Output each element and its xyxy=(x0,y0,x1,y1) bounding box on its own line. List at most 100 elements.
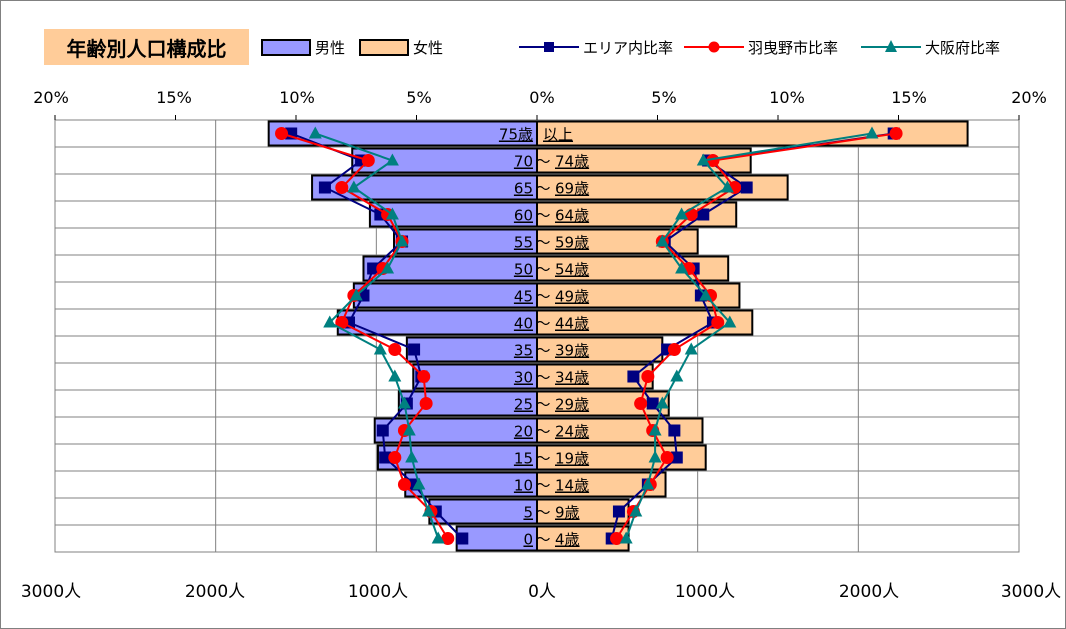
marker-triangle xyxy=(720,180,734,193)
bottom-tick-label: 3000人 xyxy=(1000,582,1062,602)
marker-triangle xyxy=(405,450,419,463)
marker-square xyxy=(697,208,710,221)
marker-triangle xyxy=(723,315,737,328)
legend-area: エリア内比率 xyxy=(519,33,673,61)
marker-triangle xyxy=(431,531,445,544)
marker-triangle xyxy=(648,423,662,436)
age-label-left: 70 xyxy=(514,153,533,171)
age-label-left: 50 xyxy=(514,261,533,279)
age-label-tilde: ～ xyxy=(535,396,550,414)
age-label-tilde: ～ xyxy=(535,450,550,468)
marker-circle xyxy=(441,532,455,545)
bottom-tick-label: 1000人 xyxy=(347,582,409,602)
marker-triangle xyxy=(675,207,689,220)
marker-square xyxy=(456,532,469,545)
top-tick-label: 5% xyxy=(651,88,677,107)
age-label-tilde: ～ xyxy=(535,288,550,306)
marker-triangle xyxy=(385,207,399,220)
bottom-tick-label: 3000人 xyxy=(20,582,82,602)
legend-female-label: 女性 xyxy=(413,38,444,57)
marker-circle xyxy=(660,451,674,464)
marker-circle xyxy=(417,370,431,383)
age-label-tilde: ～ xyxy=(535,153,550,171)
age-label-left: 25 xyxy=(514,396,533,414)
marker-circle xyxy=(610,532,624,545)
marker-circle xyxy=(335,316,349,329)
marker-triangle xyxy=(422,504,436,517)
female-bar xyxy=(536,120,969,147)
legend-female: 女性 xyxy=(359,33,443,61)
female-bar xyxy=(536,336,664,363)
marker-triangle xyxy=(670,369,684,382)
age-label-tilde: ～ xyxy=(535,477,550,495)
male-bar xyxy=(455,525,538,552)
top-tick-label: 5% xyxy=(406,88,432,107)
female-bar xyxy=(536,147,752,174)
marker-circle xyxy=(388,451,402,464)
series-line xyxy=(281,132,449,540)
age-label-right: 24歳 xyxy=(555,423,589,441)
top-tick-label: 10% xyxy=(279,88,315,107)
age-label-left: 20 xyxy=(514,423,533,441)
legend-city-line xyxy=(684,41,744,53)
age-label-right: 19歳 xyxy=(555,450,589,468)
age-label-right: 54歳 xyxy=(555,261,589,279)
series-line xyxy=(314,132,440,539)
series-line xyxy=(625,132,873,539)
marker-circle xyxy=(889,127,903,140)
age-label-left: 0 xyxy=(523,531,533,549)
age-label-left: 30 xyxy=(514,369,533,387)
male-bar xyxy=(428,498,538,525)
marker-triangle xyxy=(696,153,710,166)
marker-triangle xyxy=(619,531,633,544)
age-label-left: 45 xyxy=(514,288,533,306)
marker-square xyxy=(408,343,421,356)
age-label-tilde: ～ xyxy=(535,261,550,279)
age-label-right: 59歳 xyxy=(555,234,589,252)
marker-triangle xyxy=(675,261,689,274)
age-label-tilde: ～ xyxy=(535,342,550,360)
marker-square xyxy=(379,451,392,464)
marker-triangle xyxy=(381,261,395,274)
age-label-tilde: ～ xyxy=(535,315,550,333)
marker-circle xyxy=(641,370,655,383)
age-label-left: 75歳 xyxy=(499,126,533,144)
age-label-right: 64歳 xyxy=(555,207,589,225)
age-label-tilde: ～ xyxy=(535,369,550,387)
marker-square xyxy=(318,181,331,194)
top-tick-label: 15% xyxy=(891,88,927,107)
legend-male-swatch xyxy=(261,38,311,56)
marker-triangle xyxy=(641,477,655,490)
marker-circle xyxy=(397,478,411,491)
age-label-tilde: ～ xyxy=(535,234,550,252)
male-bar xyxy=(393,228,538,255)
marker-triangle xyxy=(323,315,337,328)
marker-triangle xyxy=(349,288,363,301)
age-label-tilde: ～ xyxy=(535,180,550,198)
marker-triangle xyxy=(655,234,669,247)
marker-triangle xyxy=(412,477,426,490)
marker-triangle xyxy=(699,288,713,301)
chart-title: 年齢別人口構成比 xyxy=(44,29,249,65)
marker-square xyxy=(612,505,625,518)
legend-pref-label: 大阪府比率 xyxy=(925,38,1001,57)
marker-circle xyxy=(335,181,349,194)
marker-triangle xyxy=(373,342,387,355)
age-label-tilde: ～ xyxy=(535,504,550,522)
top-tick-label: 20% xyxy=(1011,88,1047,107)
marker-triangle xyxy=(388,369,402,382)
marker-triangle xyxy=(308,126,322,139)
bottom-tick-label: 2000人 xyxy=(184,582,246,602)
male-bar xyxy=(376,444,538,471)
series-line xyxy=(610,132,894,539)
age-label-right: 9歳 xyxy=(555,504,580,522)
legend-area-line xyxy=(519,42,579,52)
top-tick-label: 0% xyxy=(529,88,555,107)
age-label-right: 34歳 xyxy=(555,369,589,387)
marker-square xyxy=(367,262,380,275)
age-label-right: 4歳 xyxy=(555,531,580,549)
bottom-tick-label: 1000人 xyxy=(674,582,736,602)
marker-triangle xyxy=(684,342,698,355)
marker-triangle xyxy=(402,423,416,436)
